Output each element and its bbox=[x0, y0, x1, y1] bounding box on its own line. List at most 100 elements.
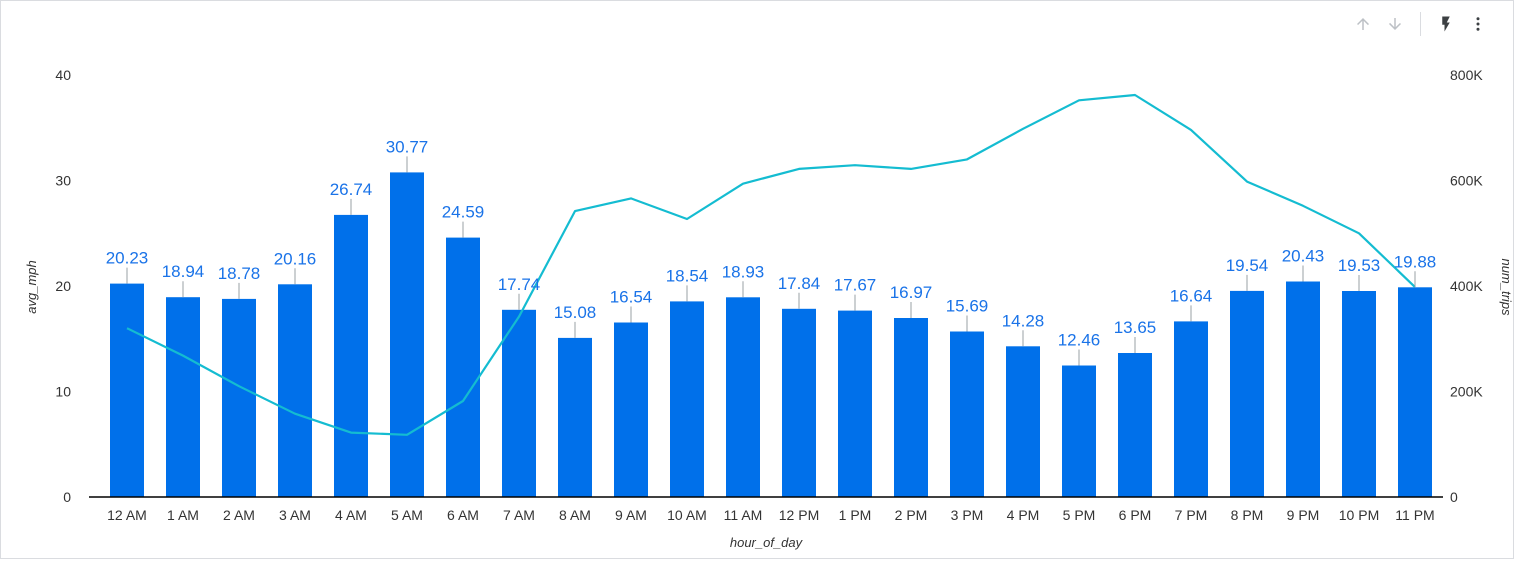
bar[interactable] bbox=[1174, 321, 1208, 497]
bar[interactable] bbox=[1118, 353, 1152, 497]
x-axis-title: hour_of_day bbox=[730, 535, 804, 550]
left-y-axis: 0 10 20 30 40 bbox=[55, 67, 71, 505]
x-tick-label: 3 PM bbox=[951, 507, 984, 523]
x-tick-label: 7 PM bbox=[1175, 507, 1208, 523]
bar-data-label: 16.97 bbox=[890, 283, 933, 302]
bar[interactable] bbox=[950, 331, 984, 498]
bar[interactable] bbox=[1398, 287, 1432, 497]
toolbar-divider bbox=[1420, 12, 1421, 36]
bar[interactable] bbox=[1062, 365, 1096, 498]
bar-data-label: 30.77 bbox=[386, 137, 429, 156]
bar[interactable] bbox=[782, 308, 816, 497]
bar[interactable] bbox=[502, 309, 536, 497]
right-tick-label: 600K bbox=[1450, 173, 1483, 189]
bar-data-label: 12.46 bbox=[1058, 331, 1101, 350]
x-tick-label: 10 PM bbox=[1339, 507, 1379, 523]
bar[interactable] bbox=[894, 318, 928, 497]
x-tick-label: 5 PM bbox=[1063, 507, 1096, 523]
bar-data-label: 18.78 bbox=[218, 264, 261, 283]
arrow-down-icon bbox=[1389, 18, 1401, 30]
bar[interactable] bbox=[1230, 290, 1264, 497]
bar[interactable] bbox=[110, 283, 144, 497]
x-tick-label: 12 PM bbox=[779, 507, 819, 523]
bar-data-label: 18.54 bbox=[666, 266, 709, 285]
more-vert-icon bbox=[1476, 17, 1480, 31]
bar[interactable] bbox=[614, 322, 648, 498]
x-tick-label: 4 AM bbox=[335, 507, 367, 523]
bar-data-label: 26.74 bbox=[330, 180, 373, 199]
arrow-up-icon bbox=[1357, 18, 1369, 30]
line-layer bbox=[126, 93, 1416, 436]
left-axis-title: avg_mph bbox=[24, 260, 39, 313]
x-tick-label: 1 AM bbox=[167, 507, 199, 523]
bar-data-label: 19.88 bbox=[1394, 252, 1437, 271]
more-options-button[interactable] bbox=[1465, 11, 1491, 37]
bar[interactable] bbox=[558, 337, 592, 497]
bars-layer bbox=[110, 172, 1432, 497]
x-tick-label: 11 PM bbox=[1395, 507, 1434, 523]
bar[interactable] bbox=[222, 298, 256, 497]
right-axis-title: num_trips bbox=[1499, 258, 1514, 316]
chart-toolbar bbox=[1350, 11, 1491, 37]
bar-data-label: 19.53 bbox=[1338, 256, 1381, 275]
bar-data-label: 20.16 bbox=[274, 249, 317, 268]
bar-data-label: 14.28 bbox=[1002, 311, 1045, 330]
bar[interactable] bbox=[838, 310, 872, 497]
bar-data-label: 19.54 bbox=[1226, 256, 1269, 275]
bar[interactable] bbox=[1342, 291, 1376, 497]
x-tick-label: 5 AM bbox=[391, 507, 423, 523]
left-tick-label: 20 bbox=[55, 278, 71, 294]
x-tick-label: 10 AM bbox=[667, 507, 707, 523]
bar[interactable] bbox=[1006, 346, 1040, 497]
bar-labels-layer: 20.23 18.94 18.78 20.16 26.74 30.77 24.59 17.74… bbox=[106, 137, 1437, 366]
num-trips-line[interactable] bbox=[126, 93, 1416, 436]
left-tick-label: 40 bbox=[55, 67, 71, 83]
bar-data-label: 20.43 bbox=[1282, 247, 1325, 266]
right-y-axis: 0 200K 400K 600K 800K bbox=[1450, 67, 1483, 505]
x-tick-label: 8 PM bbox=[1231, 507, 1264, 523]
left-tick-label: 0 bbox=[63, 489, 71, 505]
bar[interactable] bbox=[166, 297, 200, 497]
left-tick-label: 30 bbox=[55, 173, 71, 189]
sort-ascending-button[interactable] bbox=[1350, 11, 1376, 37]
x-tick-label: 2 AM bbox=[223, 507, 255, 523]
sort-descending-button[interactable] bbox=[1382, 11, 1408, 37]
x-tick-label: 8 AM bbox=[559, 507, 591, 523]
left-tick-label: 10 bbox=[55, 384, 71, 400]
x-tick-label: 4 PM bbox=[1007, 507, 1040, 523]
x-tick-label: 9 AM bbox=[615, 507, 647, 523]
bar[interactable] bbox=[726, 297, 760, 497]
x-tick-label: 7 AM bbox=[503, 507, 535, 523]
bar[interactable] bbox=[670, 301, 704, 497]
x-tick-label: 6 AM bbox=[447, 507, 479, 523]
x-tick-label: 9 PM bbox=[1287, 507, 1320, 523]
x-tick-label: 1 PM bbox=[839, 507, 872, 523]
bar-data-label: 16.54 bbox=[610, 288, 653, 307]
x-tick-label: 3 AM bbox=[279, 507, 311, 523]
bar-data-label: 16.64 bbox=[1170, 286, 1213, 305]
bar-data-label: 13.65 bbox=[1114, 318, 1157, 337]
bar[interactable] bbox=[390, 172, 424, 497]
bar-data-label: 15.08 bbox=[554, 303, 597, 322]
bar[interactable] bbox=[278, 284, 312, 497]
bar[interactable] bbox=[446, 237, 480, 497]
bar-data-label: 18.94 bbox=[162, 262, 205, 281]
right-tick-label: 200K bbox=[1450, 384, 1483, 400]
bar-data-label: 17.74 bbox=[498, 275, 541, 294]
bar-data-label: 17.84 bbox=[778, 274, 821, 293]
x-tick-label: 11 AM bbox=[724, 507, 763, 523]
bar[interactable] bbox=[334, 214, 368, 497]
right-tick-label: 0 bbox=[1450, 489, 1458, 505]
lightning-icon bbox=[1442, 16, 1450, 32]
bar-data-label: 24.59 bbox=[442, 203, 485, 222]
quick-action-button[interactable] bbox=[1433, 11, 1459, 37]
x-tick-label: 12 AM bbox=[107, 507, 147, 523]
bar-data-label: 20.23 bbox=[106, 249, 149, 268]
right-tick-label: 400K bbox=[1450, 278, 1483, 294]
x-tick-label: 6 PM bbox=[1119, 507, 1152, 523]
right-tick-label: 800K bbox=[1450, 67, 1483, 83]
bar[interactable] bbox=[1286, 281, 1320, 498]
x-tick-label: 2 PM bbox=[895, 507, 928, 523]
